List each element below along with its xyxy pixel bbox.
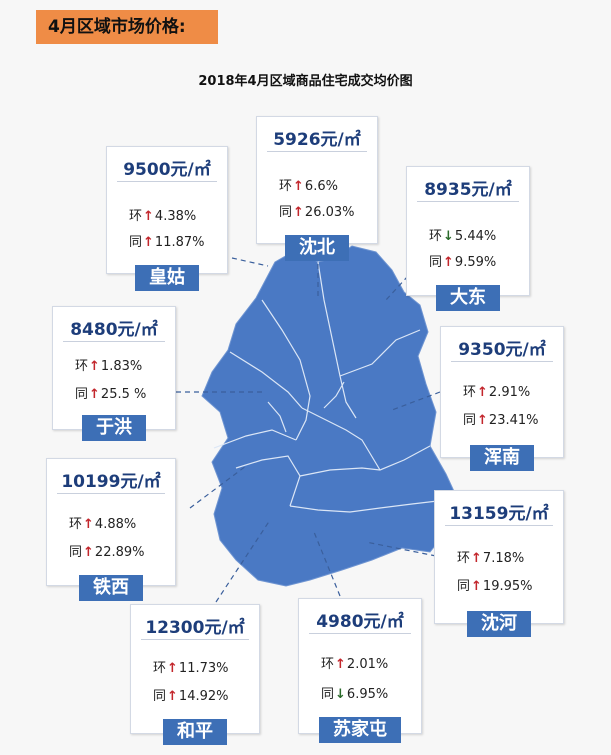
up-arrow-icon: ↑ xyxy=(471,579,482,594)
district-label: 苏家屯 xyxy=(319,717,401,743)
up-arrow-icon: ↑ xyxy=(477,413,488,428)
price: 12300元/㎡ xyxy=(145,618,245,638)
card-sujiatun: 4980元/㎡ 环↑2.01% 同↓6.95% 苏家屯 xyxy=(298,598,422,743)
price: 9500元/㎡ xyxy=(123,160,211,180)
up-arrow-icon: ↑ xyxy=(89,387,100,402)
district-label: 和平 xyxy=(163,719,227,745)
up-arrow-icon: ↑ xyxy=(471,551,482,566)
up-arrow-icon: ↑ xyxy=(83,545,94,560)
card-shenbei: 5926元/㎡ 环↑6.6% 同↑26.03% 沈北 xyxy=(256,116,378,261)
up-arrow-icon: ↑ xyxy=(293,205,304,220)
divider xyxy=(57,493,165,494)
district-boundaries xyxy=(213,261,447,513)
up-arrow-icon: ↑ xyxy=(89,359,100,374)
district-label: 沈河 xyxy=(467,611,531,637)
district-label: 浑南 xyxy=(470,445,534,471)
card-shenhe: 13159元/㎡ 环↑7.18% 同↑19.95% 沈河 xyxy=(434,490,564,637)
district-label: 沈北 xyxy=(285,235,349,261)
price: 10199元/㎡ xyxy=(61,472,161,492)
up-arrow-icon: ↑ xyxy=(167,689,178,704)
leader-lines xyxy=(176,246,441,603)
card-tiexi: 10199元/㎡ 环↑4.88% 同↑22.89% 铁西 xyxy=(46,458,176,601)
tong-row: 同↑9.59% xyxy=(429,255,497,270)
huan-row: 环↑11.73% xyxy=(153,661,229,676)
up-arrow-icon: ↑ xyxy=(443,255,454,270)
district-label: 大东 xyxy=(436,285,500,311)
huan-row: 环↑2.01% xyxy=(321,657,389,672)
price: 8480元/㎡ xyxy=(70,320,158,340)
huan-row: 环↑1.83% xyxy=(75,359,143,374)
tong-row: 同↑19.95% xyxy=(457,579,533,594)
huan-row: 环↑4.38% xyxy=(129,209,197,224)
tong-row: 同↓6.95% xyxy=(321,687,389,702)
price: 5926元/㎡ xyxy=(273,130,361,150)
divider xyxy=(267,151,367,152)
card-hunnan: 9350元/㎡ 环↑2.91% 同↑23.41% 浑南 xyxy=(440,326,564,471)
price: 8935元/㎡ xyxy=(424,180,512,200)
price: 9350元/㎡ xyxy=(458,340,546,360)
header-title: 4月区域市场价格: xyxy=(36,10,218,44)
tong-row: 同↑26.03% xyxy=(279,205,355,220)
divider xyxy=(141,639,249,640)
card-yuhong: 8480元/㎡ 环↑1.83% 同↑25.5 % 于洪 xyxy=(52,306,176,441)
divider xyxy=(63,341,165,342)
district-label: 铁西 xyxy=(79,575,143,601)
divider xyxy=(445,525,553,526)
divider xyxy=(451,361,553,362)
up-arrow-icon: ↑ xyxy=(477,385,488,400)
up-arrow-icon: ↑ xyxy=(143,235,154,250)
price: 4980元/㎡ xyxy=(316,612,404,632)
down-arrow-icon: ↓ xyxy=(335,687,346,702)
huan-row: 环↑4.88% xyxy=(69,517,137,532)
up-arrow-icon: ↑ xyxy=(335,657,346,672)
up-arrow-icon: ↑ xyxy=(83,517,94,532)
tong-row: 同↑14.92% xyxy=(153,689,229,704)
map-outline xyxy=(201,245,459,587)
tong-row: 同↑22.89% xyxy=(69,545,145,560)
chart-title: 2018年4月区域商品住宅成交均价图 xyxy=(198,74,413,89)
up-arrow-icon: ↑ xyxy=(293,179,304,194)
up-arrow-icon: ↑ xyxy=(143,209,154,224)
card-dadong: 8935元/㎡ 环↓5.44% 同↑9.59% 大东 xyxy=(406,166,530,311)
up-arrow-icon: ↑ xyxy=(167,661,178,676)
tong-row: 同↑23.41% xyxy=(463,413,539,428)
divider xyxy=(117,181,217,182)
divider xyxy=(417,201,519,202)
huan-row: 环↑7.18% xyxy=(457,551,525,566)
tong-row: 同↑25.5 % xyxy=(75,387,147,402)
card-heping: 12300元/㎡ 环↑11.73% 同↑14.92% 和平 xyxy=(130,604,260,745)
district-label: 皇姑 xyxy=(135,265,199,291)
huan-row: 环↑2.91% xyxy=(463,385,531,400)
district-label: 于洪 xyxy=(82,415,146,441)
huan-row: 环↑6.6% xyxy=(279,179,338,194)
price: 13159元/㎡ xyxy=(449,504,549,524)
divider xyxy=(309,633,411,634)
tong-row: 同↑11.87% xyxy=(129,235,205,250)
down-arrow-icon: ↓ xyxy=(443,229,454,244)
card-huanggu: 9500元/㎡ 环↑4.38% 同↑11.87% 皇姑 xyxy=(106,146,228,291)
huan-row: 环↓5.44% xyxy=(429,229,497,244)
